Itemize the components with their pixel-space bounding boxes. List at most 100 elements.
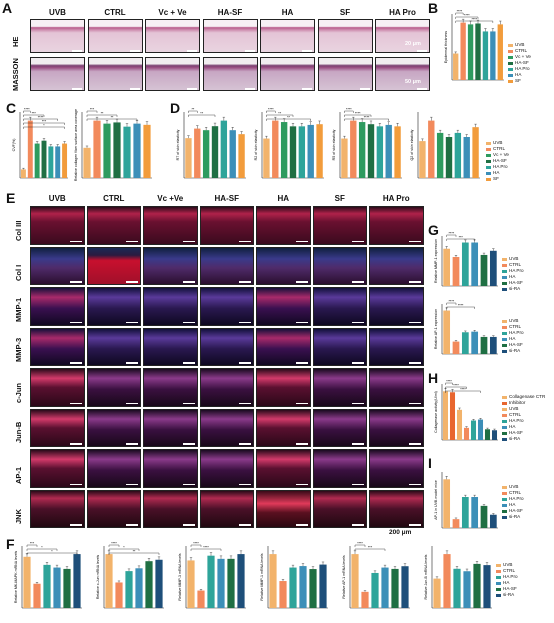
panel-e-row-col-iii: Col III	[14, 220, 23, 241]
legend-label: CTRL	[509, 412, 521, 417]
scale-bar	[352, 443, 364, 445]
fluorescence-image	[312, 327, 367, 366]
legend-label: HA Pro	[503, 574, 518, 579]
bar-ha	[490, 31, 496, 81]
scale-bar	[295, 240, 308, 242]
significance-bracket	[190, 548, 222, 551]
histology-image	[145, 57, 200, 91]
significance-label: *	[41, 546, 43, 550]
fluorescence-image	[369, 408, 424, 447]
bar-ha-sf	[211, 126, 219, 178]
significance-bracket	[354, 544, 366, 547]
legend-swatch	[502, 331, 507, 335]
legend-swatch	[502, 395, 507, 399]
bar-ha	[55, 146, 61, 178]
legend-swatch	[502, 509, 507, 513]
legend-label: si-RA	[509, 436, 521, 441]
chart-legend: UVB CTRL HA Pro HA HA-SF si-RA	[502, 256, 524, 292]
bar-vc-ve	[202, 130, 210, 178]
significance-label: ****	[464, 14, 470, 18]
legend-item: si-RA	[502, 436, 545, 442]
bar-si-ra	[319, 564, 327, 608]
bar-ha	[477, 419, 484, 440]
bar-uvb	[187, 560, 195, 608]
legend-item: HA	[502, 502, 524, 508]
significance-bracket	[26, 544, 38, 547]
legend-label: UVB	[509, 406, 519, 411]
legend-swatch	[502, 431, 507, 435]
significance-label: ****	[460, 388, 466, 392]
chart-d4: Q2 of skin elasticity	[410, 112, 480, 179]
fluorescence-image	[143, 489, 198, 528]
fluorescence-image	[86, 246, 141, 285]
legend-swatch	[502, 425, 507, 429]
legend-item: si-RA	[502, 514, 524, 520]
bar-vc-ve	[436, 132, 444, 178]
bar-ha-sf	[41, 140, 47, 178]
significance-label: *	[123, 546, 125, 550]
legend-item: HA	[496, 580, 518, 586]
chart-f3: Relative MMP-3 mRNA levels **** ****	[178, 542, 246, 609]
legend-label: HA-SF	[503, 586, 517, 591]
fluorescence-image	[86, 489, 141, 528]
bar-ha-pro	[125, 571, 133, 608]
legend-swatch	[508, 73, 513, 77]
scale-bar	[69, 281, 82, 283]
legend-item: HA Pro	[502, 330, 524, 336]
bar-ha-sf	[480, 254, 488, 286]
legend-swatch	[502, 491, 507, 495]
bar-ha-pro	[289, 567, 297, 608]
scale-bar	[408, 240, 421, 242]
fluorescence-image	[30, 449, 85, 488]
bar-ha-pro	[371, 572, 379, 608]
fluorescence-image	[369, 489, 424, 528]
bar-si-ra	[489, 250, 497, 286]
significance-bracket	[455, 20, 494, 23]
legend-swatch	[496, 593, 501, 597]
fluorescence-image	[143, 246, 198, 285]
scale-bar	[239, 362, 251, 364]
significance-bracket	[23, 110, 31, 113]
fluorescence-image	[143, 368, 198, 407]
scale-bar	[239, 483, 251, 485]
bar-ha-pro	[461, 497, 469, 528]
legend-swatch	[502, 419, 507, 423]
scale-bar	[72, 50, 82, 52]
legend-label: UVB	[509, 484, 519, 489]
panel-a-row-he: HE	[11, 36, 20, 47]
significance-label: ***	[42, 120, 47, 124]
histology-image	[317, 19, 373, 53]
scale-bar	[182, 443, 195, 445]
bar-ha-sf	[391, 568, 399, 608]
legend-label: CTRL	[509, 324, 521, 329]
fluorescence-image	[256, 368, 311, 407]
scale-bar	[126, 281, 138, 283]
bar-ctrl	[463, 427, 470, 440]
legend-item: UVB	[502, 318, 524, 324]
legend-item: CTRL	[502, 412, 545, 418]
legend-item: HA Pro	[486, 164, 509, 170]
bar-si-ra	[401, 566, 409, 608]
panel-h-letter: H	[428, 370, 439, 386]
legend-swatch	[502, 413, 507, 417]
legend-label: CTRL	[509, 490, 521, 495]
significance-bracket	[344, 110, 354, 113]
significance-label: ****	[458, 304, 464, 308]
legend-swatch	[502, 401, 507, 405]
scale-bar	[187, 50, 197, 52]
y-axis-label: Relative c-Jun mRNA levels	[96, 555, 100, 600]
significance-label: ***	[368, 546, 373, 550]
legend-label: HA-SF	[493, 158, 507, 163]
panel-a-scale-label: 20 μm	[405, 41, 421, 47]
y-axis-label: Relative Jun-B mRNA levels	[424, 554, 428, 599]
legend-item: Vc + Ve	[508, 54, 531, 60]
significance-label: ***	[30, 542, 35, 546]
legend-label: HA-SF	[509, 508, 523, 513]
legend-label: HA Pro	[509, 268, 524, 273]
legend-swatch	[486, 171, 491, 175]
legend-swatch	[502, 503, 507, 507]
chart-i: AP-1 in UVB model mice	[434, 472, 498, 529]
bar-sf	[394, 126, 401, 178]
scale-bar	[239, 321, 251, 323]
scale-bar	[417, 50, 427, 52]
